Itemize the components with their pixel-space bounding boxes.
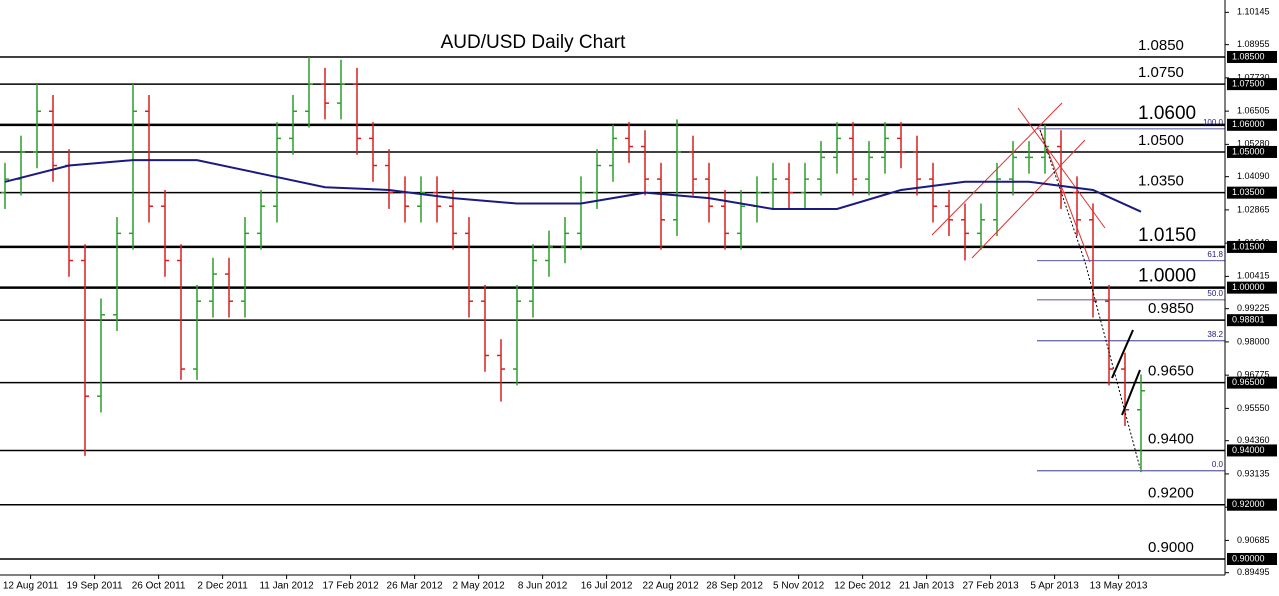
price-box-label: 0.94000 [1232, 445, 1265, 455]
x-tick-label: 8 Jun 2012 [518, 581, 568, 592]
price-box [1227, 498, 1277, 511]
x-tick-label: 2 May 2012 [452, 581, 505, 592]
fib-label: 100.0 [1203, 118, 1224, 127]
flag-line [1111, 329, 1134, 379]
swing-line [1039, 129, 1141, 469]
price-box [1227, 281, 1277, 294]
y-tick-label: 0.95550 [1237, 403, 1270, 413]
axes [0, 0, 1226, 576]
price-box-label: 1.00000 [1232, 282, 1265, 292]
y-tick-label: 0.99225 [1237, 303, 1270, 313]
level-label: 0.9200 [1148, 485, 1194, 502]
price-box-label: 1.05000 [1232, 146, 1265, 156]
y-tick-label: 1.08955 [1237, 39, 1270, 49]
x-tick-label: 2 Dec 2011 [197, 581, 248, 592]
y-tick-label: 0.94360 [1237, 435, 1270, 445]
price-box-label: 1.03500 [1232, 187, 1265, 197]
level-label: 1.0600 [1138, 103, 1196, 124]
y-tick-label: 1.07730 [1237, 72, 1270, 82]
y-tick-label: 1.00415 [1237, 271, 1270, 281]
x-tick-label: 12 Aug 2011 [3, 581, 59, 592]
price-box [1227, 240, 1277, 253]
price-box-label: 0.96500 [1232, 377, 1265, 387]
level-label: 1.0750 [1138, 64, 1184, 81]
fib-label: 0.0 [1212, 460, 1224, 469]
price-box [1227, 186, 1277, 199]
level-label: 1.0000 [1138, 266, 1196, 287]
y-tick-label: 1.06505 [1237, 105, 1270, 115]
price-box [1227, 118, 1277, 131]
x-tick-label: 13 May 2013 [1090, 581, 1148, 592]
flag-line [1121, 369, 1141, 416]
trend-lines [931, 102, 1141, 469]
levels: 1.0850 1.0750 1.0600 1.0500 1.0350 1.0150 1.00… [0, 37, 1225, 560]
x-tick-label: 5 Nov 2012 [773, 581, 825, 592]
y-tick-label: 1.04090 [1237, 171, 1270, 181]
level-label: 1.0150 [1138, 225, 1196, 246]
x-tick-label: 22 Aug 2012 [643, 581, 700, 592]
price-box-label: 1.07500 [1232, 78, 1265, 88]
price-box-label: 1.06000 [1232, 119, 1265, 129]
level-label: 0.9000 [1148, 539, 1194, 556]
x-tick-label: 26 Mar 2012 [387, 581, 444, 592]
chart-title: AUD/USD Daily Chart [441, 32, 626, 53]
x-tick-label: 12 Dec 2012 [834, 581, 891, 592]
x-tick-label: 5 Apr 2013 [1030, 581, 1079, 592]
y-tick-label: 1.05280 [1237, 139, 1270, 149]
price-box [1227, 314, 1277, 327]
price-box-label: 1.08500 [1232, 51, 1265, 61]
level-label: 0.9400 [1148, 430, 1194, 447]
y-tick-label: 1.10145 [1237, 7, 1270, 17]
price-box [1227, 376, 1277, 389]
x-tick-label: 17 Feb 2012 [323, 581, 380, 592]
channel-line [1039, 129, 1091, 263]
price-box [1227, 78, 1277, 91]
level-label: 1.0850 [1138, 37, 1184, 54]
fib-label: 61.8 [1207, 250, 1223, 259]
y-tick-label: 0.98000 [1237, 336, 1270, 346]
price-box [1227, 552, 1277, 565]
level-label: 0.9850 [1148, 300, 1194, 317]
level-label: 1.0350 [1138, 173, 1184, 190]
x-tick-label: 21 Jan 2013 [899, 581, 954, 592]
channel-line [931, 102, 1063, 236]
fib-label: 38.2 [1207, 330, 1223, 339]
price-box-label: 0.98801 [1232, 315, 1265, 325]
channel-line [971, 139, 1086, 259]
channel-line [1017, 107, 1106, 229]
x-tick-label: 11 Jan 2012 [259, 581, 314, 592]
x-tick-label: 19 Sep 2011 [67, 581, 123, 592]
price-bars [1, 56, 1145, 473]
price-box-label: 0.90000 [1232, 553, 1265, 563]
x-tick-label: 16 Jul 2012 [581, 581, 633, 592]
level-label: 1.0500 [1138, 132, 1184, 149]
moving-average [4, 159, 1142, 213]
y-tick-label: 0.89495 [1237, 567, 1270, 577]
fib-label: 50.0 [1207, 289, 1223, 298]
y-tick-label: 1.02865 [1237, 204, 1270, 214]
x-tick-label: 27 Feb 2013 [963, 581, 1020, 592]
price-box [1227, 145, 1277, 158]
price-box [1227, 50, 1277, 63]
level-label: 0.9650 [1148, 363, 1194, 380]
x-tick-label: 28 Sep 2012 [706, 581, 763, 592]
y-tick-label: 0.93135 [1237, 468, 1270, 478]
price-box [1227, 444, 1277, 457]
y-tick-label: 0.90685 [1237, 535, 1270, 545]
y-tick-label: 0.96775 [1237, 370, 1270, 380]
price-box-label: 0.92000 [1232, 499, 1265, 509]
x-tick-label: 26 Oct 2011 [132, 581, 186, 592]
price-box-label: 1.01500 [1232, 241, 1265, 251]
